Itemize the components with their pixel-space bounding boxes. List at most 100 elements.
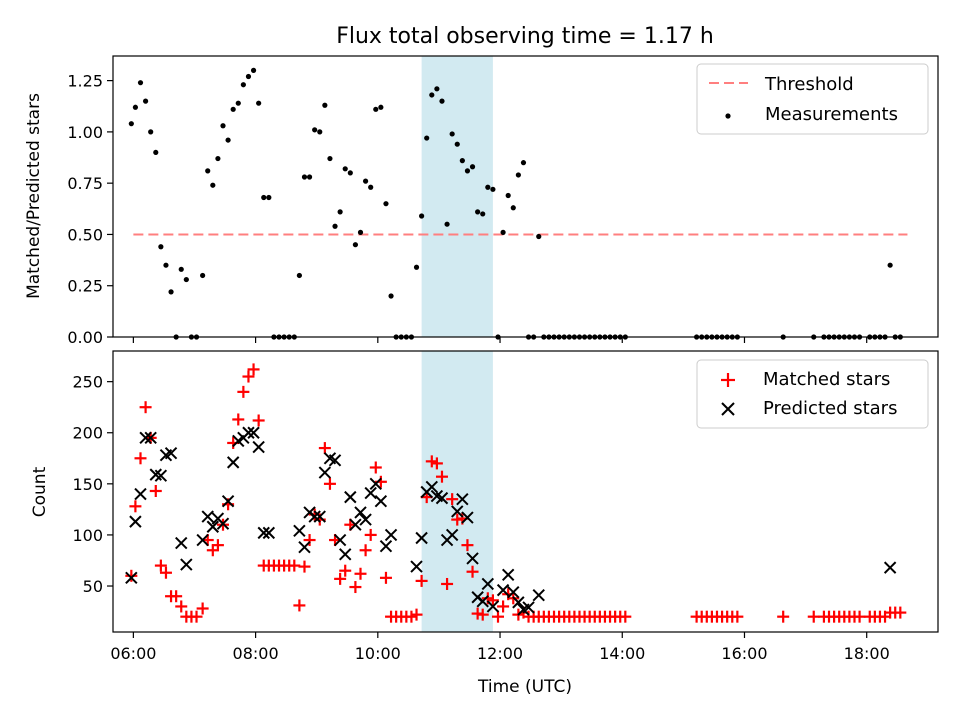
measurement-point	[261, 194, 267, 201]
measurement-point	[424, 135, 430, 141]
matched-star-point	[170, 590, 183, 603]
measurement-point	[459, 158, 465, 164]
matched-star-point	[349, 581, 362, 594]
measurement-point	[347, 170, 353, 176]
bottom-y-tick-label: 200	[72, 424, 103, 443]
predicted-star-point	[461, 511, 474, 524]
predicted-star-point	[164, 446, 178, 460]
matched-star-point	[497, 600, 510, 613]
matched-star-point	[446, 493, 459, 506]
matched-star-point	[190, 610, 203, 623]
predicted-star-point	[308, 510, 321, 523]
top-x-ticks	[132, 337, 868, 343]
matched-star-point	[894, 606, 907, 619]
matched-star-point	[435, 470, 448, 483]
predicted-star-point	[384, 528, 398, 542]
measurement-point	[378, 104, 384, 110]
matched-star-point	[619, 610, 632, 623]
top-y-tick-label: 1.00	[67, 123, 103, 142]
top-y-tick-label: 0.50	[67, 225, 103, 244]
matched-star-point	[303, 534, 316, 547]
predicted-star-point	[522, 601, 535, 614]
measurement-point	[215, 155, 221, 162]
x-tick-label: 12:00	[477, 644, 523, 663]
measurement-point	[312, 127, 318, 133]
predicted-star-point	[196, 533, 209, 547]
measurement-point	[362, 178, 369, 184]
predicted-star-point	[496, 583, 510, 597]
measurement-point	[250, 67, 257, 73]
predicted-star-point	[344, 490, 357, 504]
predicted-star-point	[445, 528, 459, 542]
measurement-point	[327, 155, 333, 162]
predicted-star-point	[476, 595, 489, 608]
predicted-star-point	[354, 506, 367, 519]
measurement-point	[128, 121, 134, 127]
predicted-star-point	[415, 531, 428, 545]
matched-star-point	[175, 600, 188, 613]
predicted-star-points	[125, 426, 897, 616]
matched-star-point	[410, 608, 423, 621]
x-tick-label: 16:00	[721, 644, 767, 663]
matched-star-point	[339, 564, 352, 577]
matched-star-point	[252, 414, 265, 427]
matched-star-point	[288, 559, 301, 572]
measurement-point	[306, 174, 313, 180]
measurement-point	[158, 244, 164, 250]
top-shaded-interval	[421, 56, 493, 337]
predicted-star-point	[154, 469, 168, 482]
matched-star-point	[125, 569, 138, 582]
matched-star-point	[466, 565, 479, 578]
predicted-star-point	[410, 560, 423, 573]
top-y-ticks: 0.00 0.25 0.50 0.75 1.00 1.25	[67, 72, 113, 347]
matched-star-point	[379, 571, 392, 584]
matched-star-point	[461, 539, 474, 552]
top-legend-box	[696, 63, 929, 135]
top-panel: 0.00 0.25 0.50 0.75 1.00 1.25 Matched/Predict…	[24, 55, 939, 347]
measurement-point	[153, 149, 159, 156]
top-y-tick-label: 0.75	[67, 174, 103, 193]
bottom-y-tick-label: 50	[83, 577, 103, 596]
predicted-star-point	[425, 480, 439, 494]
matched-star-point	[777, 610, 790, 623]
predicted-star-point	[298, 540, 311, 554]
matched-star-point	[807, 610, 820, 623]
matched-star-point	[149, 484, 162, 497]
predicted-star-point	[339, 548, 352, 561]
x-tick-label: 06:00	[110, 644, 156, 663]
legend-threshold-label: Threshold	[764, 74, 854, 95]
predicted-star-point	[206, 520, 220, 533]
predicted-star-point	[129, 515, 142, 528]
matched-star-point	[159, 566, 172, 579]
matched-star-point	[492, 610, 504, 623]
top-y-tick-label: 1.25	[67, 72, 103, 91]
measurement-point	[142, 98, 149, 104]
measurement-point	[168, 289, 174, 295]
predicted-star-point	[226, 456, 240, 469]
predicted-star-point	[262, 526, 276, 540]
predicted-star-point	[134, 487, 147, 501]
x-tick-label: 18:00	[844, 644, 890, 663]
matched-star-point	[211, 539, 224, 552]
matched-star-point	[354, 567, 367, 580]
measurement-point	[383, 201, 389, 207]
bottom-y-axis-label: Count	[30, 466, 50, 517]
x-tick-label: 10:00	[355, 644, 401, 663]
bottom-x-ticks: 06:00 08:00 10:00 12:00 14:00 16:00 18:00	[110, 632, 890, 663]
legend-predicted-swatch	[721, 402, 735, 416]
bottom-y-tick-label: 100	[72, 526, 103, 545]
predicted-star-point	[466, 552, 479, 565]
legend-matched-swatch	[721, 373, 735, 387]
predicted-star-point	[349, 518, 362, 531]
bottom-y-ticks: 50 100 150 200 250	[72, 373, 113, 596]
measurement-point	[520, 160, 527, 166]
predicted-star-point	[456, 492, 469, 506]
measurement-point	[337, 209, 343, 215]
matched-star-point	[323, 477, 336, 490]
measurement-point	[480, 211, 486, 217]
matched-star-point	[232, 413, 245, 426]
measurement-point	[887, 262, 893, 268]
legend-measurements-label: Measurements	[765, 104, 898, 125]
measurement-point	[357, 229, 364, 235]
measurement-point	[240, 82, 246, 88]
